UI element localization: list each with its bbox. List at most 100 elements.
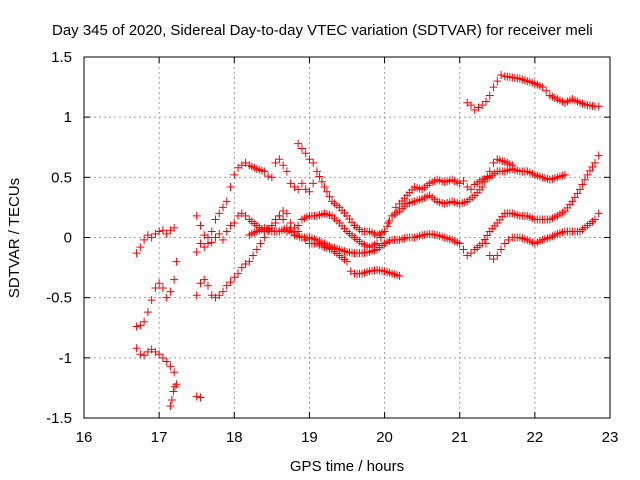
data-point — [482, 239, 491, 248]
data-point — [155, 350, 164, 359]
data-point — [203, 281, 212, 290]
data-point — [215, 291, 224, 300]
data-point — [252, 245, 261, 254]
data-point — [590, 215, 599, 224]
x-tick-label: 19 — [301, 429, 318, 446]
data-point — [568, 197, 577, 206]
data-point — [294, 185, 303, 194]
data-point — [207, 238, 216, 247]
data-point — [167, 395, 176, 404]
series-arc-c — [132, 344, 179, 377]
grid — [84, 57, 610, 418]
data-point — [132, 322, 141, 331]
data-point — [343, 257, 351, 266]
data-point — [226, 278, 235, 287]
data-point — [538, 83, 547, 92]
data-point — [196, 239, 205, 248]
data-point — [249, 251, 258, 260]
data-point — [172, 380, 181, 389]
data-point — [480, 235, 489, 244]
data-point — [380, 227, 389, 236]
data-point — [219, 203, 228, 212]
y-tick-label: 0 — [64, 230, 72, 247]
x-axis-label: GPS time / hours — [290, 458, 404, 475]
data-point — [136, 321, 145, 330]
data-point — [196, 221, 205, 230]
series-arc-i — [245, 151, 603, 260]
data-point — [155, 227, 164, 236]
data-point — [192, 247, 201, 256]
data-point — [264, 172, 273, 181]
data-point — [286, 179, 295, 188]
data-point — [590, 158, 599, 167]
series-arc-e — [192, 392, 205, 402]
data-point — [493, 77, 502, 86]
series-arc-j — [294, 139, 517, 240]
data-point — [309, 179, 318, 188]
data-point — [140, 351, 149, 360]
data-point — [297, 144, 306, 153]
data-point — [140, 235, 149, 244]
data-point — [166, 287, 175, 296]
data-point — [493, 251, 502, 260]
data-point — [203, 239, 212, 248]
data-point — [279, 215, 288, 224]
data-point — [271, 158, 280, 167]
data-point — [573, 189, 582, 198]
data-point — [594, 102, 603, 111]
data-point — [271, 219, 280, 228]
data-point — [147, 296, 156, 305]
data-point — [560, 170, 569, 179]
data-point — [391, 203, 400, 212]
data-point — [192, 392, 201, 401]
series-arc-f — [192, 155, 318, 242]
data-point — [282, 167, 291, 176]
data-point — [455, 239, 464, 248]
y-tick-label: -1.5 — [46, 410, 72, 427]
data-series — [132, 71, 603, 410]
data-point — [305, 155, 314, 164]
data-point — [158, 226, 167, 235]
data-point — [317, 177, 326, 186]
data-point — [583, 170, 592, 179]
data-point — [312, 167, 321, 176]
data-point — [132, 344, 141, 353]
data-point — [207, 227, 216, 236]
data-point — [322, 187, 331, 196]
y-tick-label: -1 — [59, 350, 72, 367]
data-point — [508, 161, 517, 170]
data-point — [320, 182, 329, 191]
data-point — [169, 387, 178, 396]
data-point — [219, 287, 228, 296]
data-point — [172, 257, 181, 266]
data-point — [275, 155, 284, 164]
data-point — [275, 211, 284, 220]
data-point — [305, 187, 314, 196]
data-point — [315, 172, 324, 181]
data-point — [267, 173, 276, 182]
x-tick-label: 21 — [451, 429, 468, 446]
data-point — [570, 193, 579, 202]
data-point — [478, 101, 487, 110]
data-point — [497, 245, 506, 254]
series-arc-k — [463, 71, 603, 114]
data-point — [162, 229, 171, 238]
data-point — [219, 235, 228, 244]
data-point — [260, 233, 269, 242]
series-arc-l — [482, 209, 603, 264]
data-point — [196, 393, 205, 402]
y-tick-label: -0.5 — [46, 290, 72, 307]
data-point — [215, 209, 224, 218]
data-point — [158, 284, 167, 293]
data-point — [132, 249, 141, 258]
series-arc-b — [132, 257, 181, 331]
y-tick-label: 0.5 — [51, 169, 72, 186]
data-point — [158, 353, 167, 362]
data-point — [230, 170, 239, 179]
data-point — [192, 291, 201, 300]
data-point — [459, 176, 468, 185]
y-tick-label: 1.5 — [51, 49, 72, 66]
data-point — [325, 192, 334, 201]
data-point — [297, 179, 306, 188]
data-point — [155, 279, 164, 288]
